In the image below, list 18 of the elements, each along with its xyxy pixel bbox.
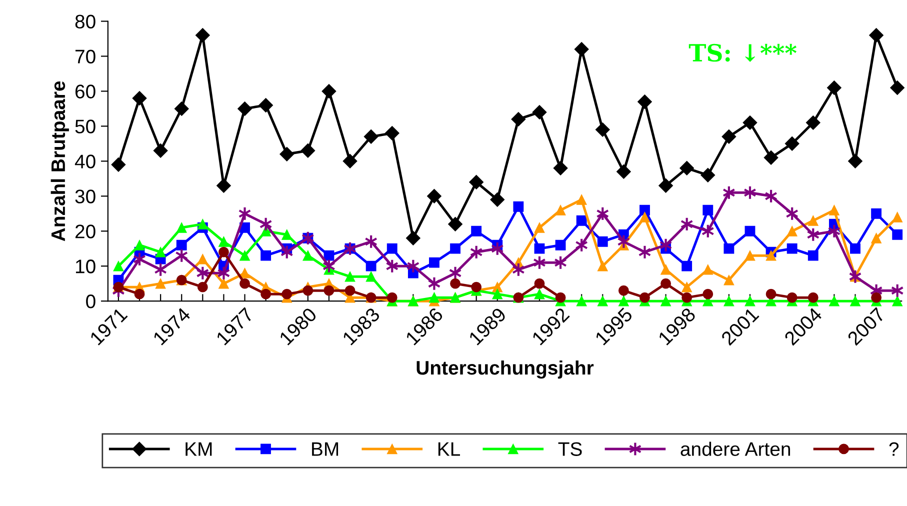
y-tick-label: 80 [75, 14, 96, 28]
legend-label: TS [558, 442, 582, 456]
y-tick-label: 30 [75, 190, 96, 204]
x-axis-title: Untersuchungsjahr [416, 360, 594, 379]
y-tick-label: 70 [76, 50, 96, 64]
y-axis-title: Anzahl Brutpaare [50, 81, 69, 242]
y-tick-label: 0 [86, 294, 96, 308]
y-tick-label: 60 [75, 84, 96, 98]
legend-label: andere Arten [680, 442, 790, 456]
y-tick-label: 40 [74, 154, 96, 168]
y-tick-label: 10 [76, 260, 96, 274]
y-tick-label: 50 [75, 120, 96, 134]
annotation: TS: ↓*** [688, 44, 796, 62]
legend-label: KM [186, 442, 212, 456]
legend-label: KL [438, 442, 460, 456]
y-tick-label: 20 [75, 224, 96, 238]
legend-label: ? [889, 442, 899, 456]
legend-label: BM [312, 442, 338, 456]
